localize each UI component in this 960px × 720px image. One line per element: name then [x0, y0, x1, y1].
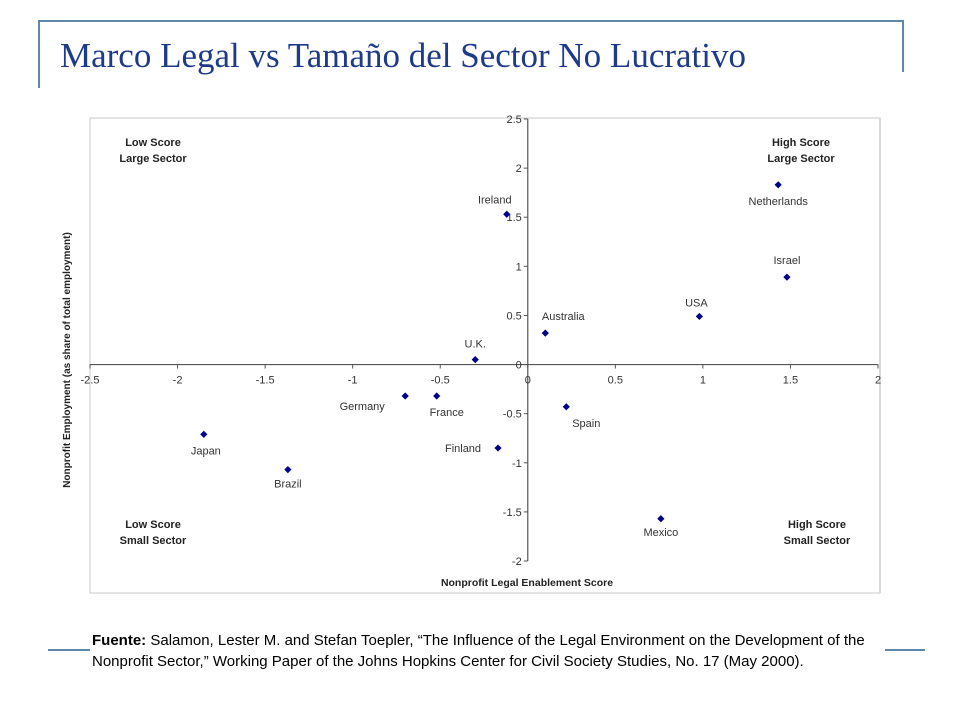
source-citation: Fuente: Salamon, Lester M. and Stefan To…	[92, 630, 912, 672]
data-point-label: Spain	[572, 418, 600, 430]
quadrant-labels: Low Score Large Sector High Score Large Sec…	[119, 137, 851, 547]
slide-frame-left	[38, 20, 40, 88]
x-tick-label: 0.5	[608, 375, 623, 387]
data-point-marker	[774, 181, 782, 189]
data-point-label: Ireland	[478, 194, 512, 206]
y-tick-label: 1.5	[506, 212, 521, 224]
x-tick-label: -1	[348, 375, 358, 387]
data-point-marker	[433, 392, 441, 400]
x-tick-label: 1.5	[783, 375, 798, 387]
data-point-label: USA	[685, 297, 708, 309]
quadrant-label-line2: Large Sector	[767, 153, 835, 165]
slide-title: Marco Legal vs Tamaño del Sector No Lucr…	[60, 36, 746, 75]
quadrant-label-line2: Small Sector	[784, 535, 851, 547]
data-point-label: Japan	[191, 445, 221, 457]
data-point-label: Brazil	[274, 479, 302, 491]
quadrant-label-line1: High Score	[772, 137, 830, 149]
source-label: Fuente:	[92, 632, 147, 649]
data-point-label: France	[430, 407, 464, 419]
slide-frame-bottom-right	[885, 649, 925, 651]
slide-frame-right	[902, 20, 904, 72]
y-tick-label: -0.5	[503, 409, 522, 421]
x-tick-label: -1.5	[256, 375, 275, 387]
plot-area	[89, 117, 881, 594]
y-tick-label: 0.5	[506, 310, 521, 322]
y-tick-label: 1	[516, 261, 522, 273]
y-tick-label: -1.5	[503, 507, 522, 519]
x-tick-label: -2	[173, 375, 183, 387]
slide-frame-bottom-left	[48, 649, 90, 651]
data-point-marker	[494, 444, 502, 452]
x-tick-label: 1	[700, 375, 706, 387]
data-points: Ireland Netherlands Israel USA Australia U.K.…	[191, 181, 809, 539]
quadrant-label-line2: Large Sector	[119, 153, 187, 165]
x-tick-label: -0.5	[431, 375, 450, 387]
data-point-marker	[541, 329, 549, 337]
data-point-marker	[401, 392, 409, 400]
data-point-label: Finland	[445, 443, 481, 455]
x-axis-label: Nonprofit Legal Enablement Score	[441, 577, 613, 589]
quadrant-label-line2: Small Sector	[120, 535, 187, 547]
quadrant-label-line1: Low Score	[125, 137, 181, 149]
quadrant-label-line1: High Score	[788, 519, 846, 531]
y-axis-label: Nonprofit Employment (as share of total …	[62, 232, 73, 488]
data-point-label: Netherlands	[749, 196, 809, 208]
data-point-label: Mexico	[643, 527, 678, 539]
data-point-label: Germany	[340, 401, 386, 413]
slide-frame-top	[38, 20, 904, 22]
data-point-marker	[503, 210, 511, 218]
data-point-label: Australia	[542, 311, 586, 323]
data-point-marker	[284, 466, 292, 474]
source-text: Salamon, Lester M. and Stefan Toepler, “…	[92, 632, 865, 670]
scatter-chart: -2.5 -2 -1.5 -1 -0.5 0 0.5 1 1.5 2 2.5 2 1.5 1 0.5 0 -0.…	[62, 114, 882, 594]
x-tick-label: 2	[875, 375, 881, 387]
data-point-label: Israel	[773, 255, 800, 267]
data-point-label: U.K.	[465, 339, 486, 351]
y-tick-label: 2.5	[506, 114, 521, 126]
x-tick-label: -2.5	[81, 375, 100, 387]
y-tick-label: -1	[512, 458, 522, 470]
data-point-marker	[657, 515, 665, 523]
axes-group: -2.5 -2 -1.5 -1 -0.5 0 0.5 1 1.5 2 2.5 2 1.5 1 0.5 0 -0.…	[81, 114, 882, 568]
x-tick-label: 0	[525, 375, 531, 387]
y-tick-label: 2	[516, 163, 522, 175]
quadrant-label-line1: Low Score	[125, 519, 181, 531]
y-tick-label: 0	[516, 360, 522, 372]
data-point-marker	[200, 430, 208, 438]
y-tick-label: -2	[512, 556, 522, 568]
data-point-marker	[562, 403, 570, 411]
